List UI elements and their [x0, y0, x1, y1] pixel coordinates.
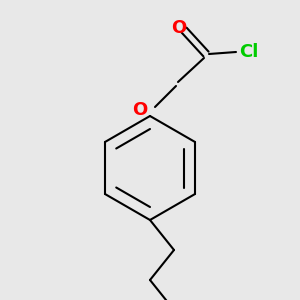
Text: Cl: Cl: [239, 43, 259, 61]
Text: O: O: [171, 19, 187, 37]
Text: O: O: [132, 101, 148, 119]
